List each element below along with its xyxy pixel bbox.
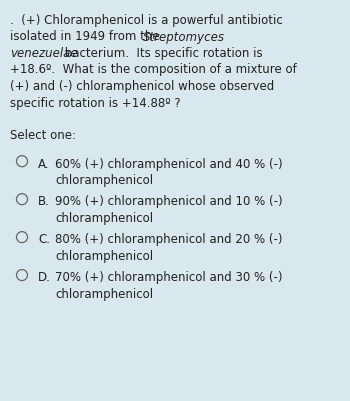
Text: chloramphenicol: chloramphenicol — [55, 287, 153, 300]
Text: venezuelae: venezuelae — [10, 47, 78, 60]
Text: A.: A. — [38, 157, 49, 170]
Text: .  (+) Chloramphenicol is a powerful antibiotic: . (+) Chloramphenicol is a powerful anti… — [10, 14, 283, 27]
Text: D.: D. — [38, 271, 51, 284]
Text: (+) and (-) chloramphenicol whose observed: (+) and (-) chloramphenicol whose observ… — [10, 80, 274, 93]
Text: C.: C. — [38, 233, 50, 246]
Text: chloramphenicol: chloramphenicol — [55, 174, 153, 186]
Text: specific rotation is +14.88º ?: specific rotation is +14.88º ? — [10, 96, 181, 109]
Text: 70% (+) chloramphenicol and 30 % (-): 70% (+) chloramphenicol and 30 % (-) — [55, 271, 282, 284]
Text: B.: B. — [38, 195, 50, 208]
Text: 90% (+) chloramphenicol and 10 % (-): 90% (+) chloramphenicol and 10 % (-) — [55, 195, 283, 208]
Text: isolated in 1949 from the: isolated in 1949 from the — [10, 30, 163, 43]
Text: Select one:: Select one: — [10, 129, 76, 142]
Text: 60% (+) chloramphenicol and 40 % (-): 60% (+) chloramphenicol and 40 % (-) — [55, 157, 283, 170]
Text: bacterium.  Its specific rotation is: bacterium. Its specific rotation is — [61, 47, 262, 60]
Text: chloramphenicol: chloramphenicol — [55, 211, 153, 225]
Text: +18.6º.  What is the composition of a mixture of: +18.6º. What is the composition of a mix… — [10, 63, 297, 76]
Text: Streptomyces: Streptomyces — [143, 30, 225, 43]
Text: 80% (+) chloramphenicol and 20 % (-): 80% (+) chloramphenicol and 20 % (-) — [55, 233, 282, 246]
Text: chloramphenicol: chloramphenicol — [55, 249, 153, 262]
